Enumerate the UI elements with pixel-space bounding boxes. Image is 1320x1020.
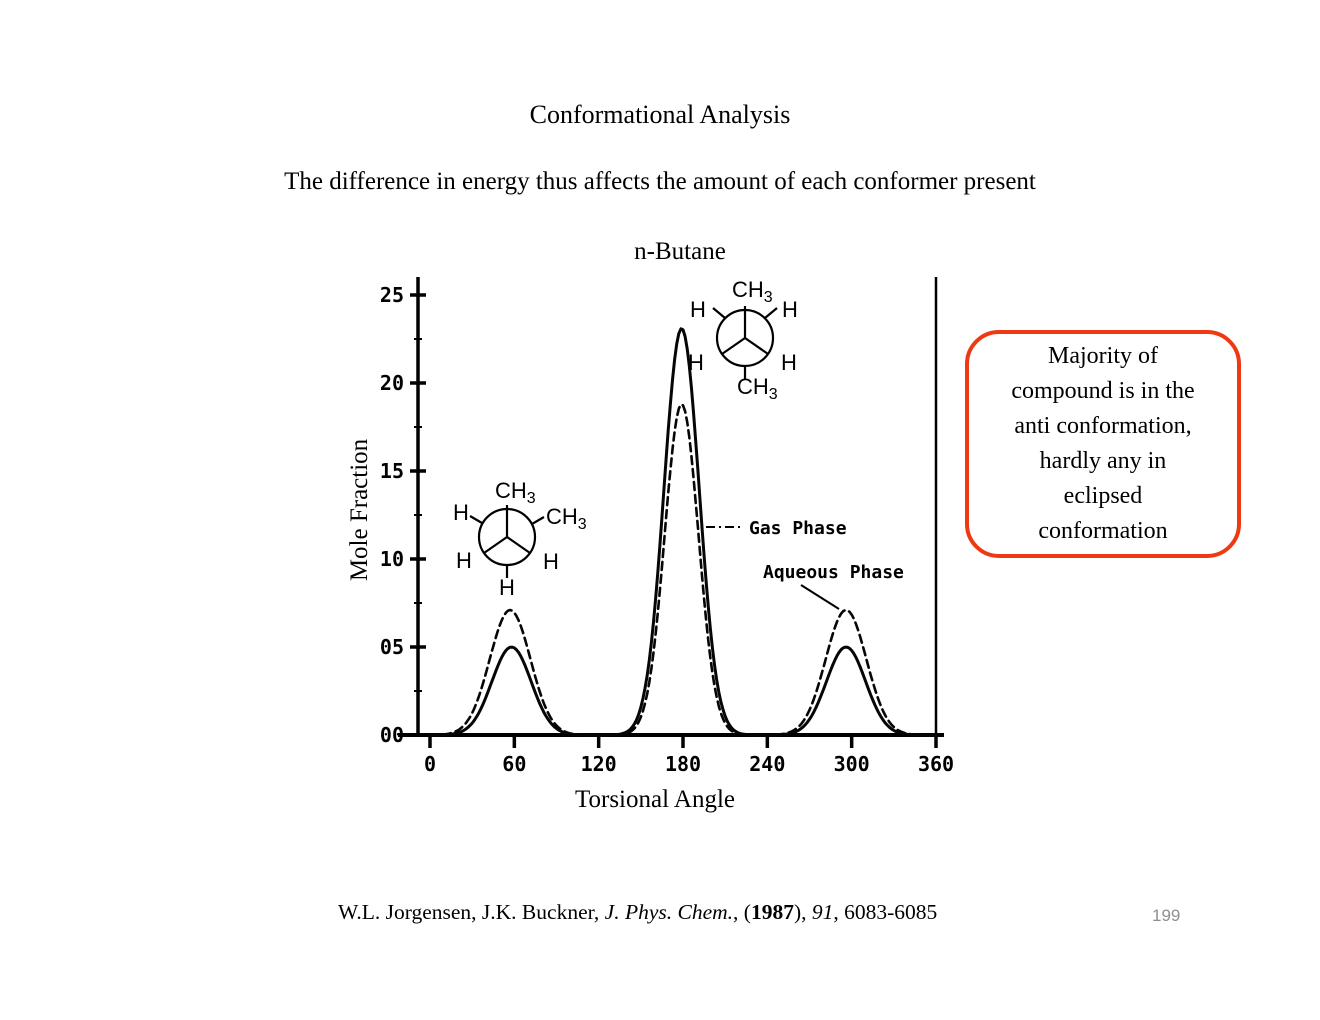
aqueous-phase-label: Aqueous Phase [763, 562, 904, 583]
citation-volume: 91 [811, 900, 834, 924]
x-tick-label: 60 [502, 752, 526, 775]
x-tick-label: 120 [581, 752, 617, 775]
x-tick-label: 180 [665, 752, 701, 775]
hydrogen-label: H [688, 350, 704, 375]
subtitle: The difference in energy thus affects th… [284, 168, 1036, 195]
x-tick-label: 0 [424, 752, 436, 775]
curves [428, 327, 938, 737]
curve-aqueous-phase [428, 403, 938, 737]
x-axis-label: Torsional Angle [574, 786, 736, 813]
citation-pages: , 6083-6085 [833, 900, 938, 924]
methyl-label: CH3 [546, 504, 587, 533]
citation-authors: W.L. Jorgensen, J.K. Buckner, [338, 900, 605, 924]
callout-line: eclipsed [1063, 483, 1143, 509]
curve-gas-phase [428, 327, 938, 737]
hydrogen-label: H [499, 575, 515, 600]
callout-box: Majority of compound is in the anti conf… [965, 330, 1241, 558]
aqueous-phase-leader-line [800, 584, 840, 610]
y-tick-label: 05 [380, 635, 404, 659]
x-tick-label: 300 [834, 752, 870, 775]
newman-projection-gauche: CH3 CH3 H H H H [453, 478, 587, 600]
y-tick-label: 00 [380, 723, 404, 747]
y-tick-label: 10 [380, 547, 404, 571]
citation-journal: J. Phys. Chem. [604, 900, 734, 924]
citation: W.L. Jorgensen, J.K. Buckner, J. Phys. C… [338, 900, 938, 924]
methyl-label: CH3 [495, 478, 536, 507]
methyl-label: CH3 [732, 277, 773, 306]
callout-line: anti conformation, [1014, 413, 1192, 439]
callout-line: conformation [1038, 518, 1168, 544]
y-tick-label: 15 [380, 459, 404, 483]
hydrogen-label: H [543, 549, 559, 574]
x-tick-label: 360 [918, 752, 954, 775]
hydrogen-label: H [782, 297, 798, 322]
callout-line: hardly any in [1039, 448, 1167, 474]
hydrogen-label: H [781, 350, 797, 375]
methyl-label: CH3 [737, 374, 778, 403]
mole-fraction-chart: 00 05 10 15 20 25 0 60 120 180 240 300 360 Gas Phase… [380, 277, 954, 775]
citation-year: 1987 [750, 900, 794, 924]
gas-phase-label: Gas Phase [749, 518, 847, 539]
hydrogen-label: H [453, 500, 469, 525]
chart-title: n-Butane [634, 238, 726, 265]
hydrogen-label: H [456, 548, 472, 573]
axis-ticks: 00 05 10 15 20 25 0 60 120 180 240 300 360 [380, 283, 954, 775]
newman-projection-anti: CH3 CH3 H H H H [688, 277, 798, 403]
callout-line: Majority of [1048, 343, 1158, 369]
y-tick-label: 25 [380, 283, 404, 307]
x-tick-label: 240 [749, 752, 785, 775]
page-title: Conformational Analysis [529, 100, 791, 129]
callout-line: compound is in the [1011, 378, 1195, 404]
hydrogen-label: H [690, 297, 706, 322]
page-number: 199 [1152, 906, 1181, 925]
y-tick-label: 20 [380, 371, 404, 395]
